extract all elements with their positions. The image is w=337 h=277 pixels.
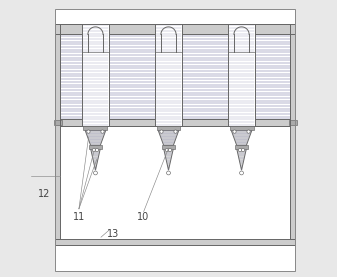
Circle shape: [94, 171, 97, 175]
Polygon shape: [237, 149, 246, 170]
Text: 10: 10: [137, 212, 149, 222]
Circle shape: [233, 130, 236, 133]
Polygon shape: [231, 130, 252, 145]
Circle shape: [165, 148, 168, 152]
Bar: [60, 24, 290, 126]
Circle shape: [95, 148, 99, 152]
Bar: [56, 9, 295, 271]
Circle shape: [238, 148, 242, 152]
Bar: [84, 126, 108, 130]
Bar: [235, 145, 248, 149]
Bar: [54, 120, 62, 125]
Polygon shape: [164, 149, 173, 170]
Bar: [56, 119, 295, 126]
Bar: [162, 145, 175, 149]
Text: 11: 11: [73, 212, 86, 222]
Circle shape: [168, 148, 172, 152]
Bar: [56, 238, 295, 245]
Bar: [289, 120, 297, 125]
Bar: [60, 24, 290, 126]
Circle shape: [247, 130, 250, 133]
Text: 13: 13: [106, 229, 119, 238]
Bar: [82, 24, 109, 126]
Bar: [56, 9, 295, 271]
Polygon shape: [85, 130, 106, 145]
Circle shape: [101, 130, 104, 133]
Polygon shape: [91, 149, 100, 170]
Bar: [56, 34, 60, 238]
Polygon shape: [158, 130, 179, 145]
Bar: [290, 34, 295, 238]
Bar: [228, 24, 255, 126]
Circle shape: [240, 171, 243, 175]
Bar: [56, 24, 295, 34]
Circle shape: [92, 148, 96, 152]
Circle shape: [160, 130, 163, 133]
Bar: [89, 145, 102, 149]
Bar: [155, 24, 182, 126]
Circle shape: [166, 171, 171, 175]
Bar: [156, 126, 181, 130]
Text: 12: 12: [38, 189, 50, 199]
Circle shape: [87, 130, 90, 133]
Circle shape: [174, 130, 177, 133]
Bar: [229, 126, 253, 130]
Circle shape: [241, 148, 245, 152]
